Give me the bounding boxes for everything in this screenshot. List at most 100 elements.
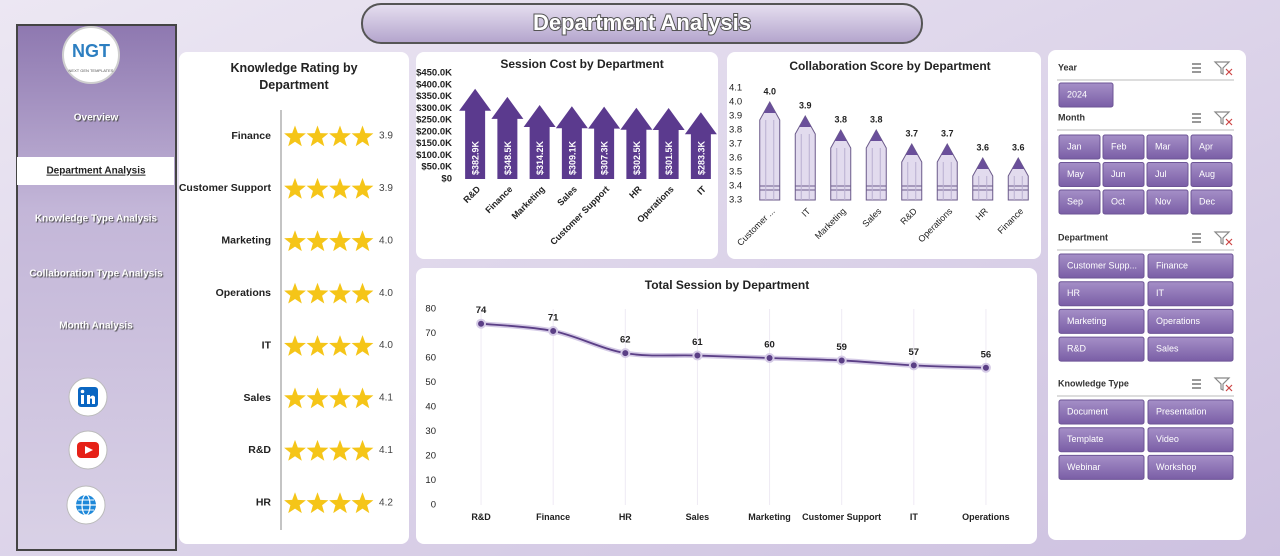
clear-filter-icon[interactable] [1213, 111, 1233, 126]
slicer-button[interactable] [1058, 336, 1145, 362]
y-tick-label: 3.3 [729, 195, 742, 206]
slicer-button[interactable] [1058, 308, 1145, 334]
slicer-button[interactable] [1190, 134, 1233, 160]
logo [62, 26, 120, 84]
slicer-button[interactable] [1058, 189, 1101, 215]
text-box: Finance [536, 512, 571, 522]
slicer-button-label[interactable]: Workshop [1156, 462, 1196, 472]
slicer-button-label[interactable]: Operations [1156, 316, 1201, 326]
value-label: 60 [764, 340, 775, 351]
y-tick-label: 30 [425, 426, 436, 437]
slicer-button[interactable] [1146, 189, 1189, 215]
slicer-button[interactable] [1190, 189, 1233, 215]
slicer-button-label[interactable]: Presentation [1156, 406, 1207, 416]
pencil-bar [865, 128, 887, 201]
slicer-button[interactable] [1102, 189, 1145, 215]
x-tick-label: Finance [536, 512, 571, 522]
slicer-button[interactable] [1102, 162, 1145, 187]
pencil-body [865, 128, 887, 201]
clear-filter-icon[interactable] [1213, 61, 1233, 76]
slicer-button[interactable] [1147, 454, 1234, 480]
slicer-button[interactable] [1058, 281, 1145, 307]
nav-item[interactable]: Collaboration Type Analysis [29, 269, 163, 280]
linkedin-icon[interactable] [68, 377, 108, 417]
slicer-button-label[interactable]: Finance [1156, 260, 1188, 270]
slicer-button[interactable] [1058, 162, 1101, 187]
slicer-button[interactable] [1146, 134, 1189, 160]
slicer-button-label[interactable]: Nov [1155, 196, 1172, 206]
star [329, 125, 351, 147]
slicer-button[interactable] [1190, 162, 1233, 187]
y-tick-label: 80 [425, 304, 436, 315]
point [980, 362, 991, 373]
slicer-button[interactable] [1102, 134, 1145, 160]
slicer-button-label[interactable]: Mar [1155, 141, 1171, 151]
pencil-tip [905, 144, 918, 155]
multi-select-icon[interactable] [1192, 63, 1201, 73]
slicer-button-label[interactable]: Sep [1067, 196, 1083, 206]
slicer-button-label[interactable]: HR [1067, 288, 1080, 298]
nav-item[interactable]: Overview [74, 113, 119, 124]
star [329, 335, 351, 356]
slicer-button[interactable] [1058, 454, 1145, 480]
web-icon[interactable] [66, 485, 106, 525]
panel [416, 268, 1037, 544]
slicer-button[interactable] [1058, 253, 1145, 279]
star [351, 177, 374, 199]
point [764, 353, 775, 363]
sidebar [16, 24, 177, 551]
slicer-button-label[interactable]: Video [1156, 434, 1179, 444]
slicer-button[interactable] [1058, 82, 1114, 108]
multi-select-icon[interactable] [1192, 113, 1201, 123]
slicer-button-label[interactable]: Webinar [1067, 462, 1100, 472]
slicer-button-label[interactable]: R&D [1067, 343, 1087, 353]
value-label: 62 [620, 335, 631, 346]
star [306, 439, 329, 461]
slicer-button-label[interactable]: Apr [1199, 141, 1213, 151]
slicer-button-label[interactable]: Customer Supp... [1067, 260, 1137, 270]
point [548, 326, 559, 337]
nav-item[interactable]: Month Analysis [59, 321, 133, 332]
star [284, 492, 306, 514]
slicer-button[interactable] [1147, 399, 1234, 425]
slicer-button-label[interactable]: Aug [1199, 169, 1215, 179]
star [351, 282, 374, 304]
slicer-button-label[interactable]: Sales [1156, 343, 1179, 353]
slicer-button[interactable] [1147, 253, 1234, 279]
slicer-button[interactable] [1058, 427, 1145, 453]
slicer-button[interactable] [1147, 308, 1234, 334]
slicer-button-label[interactable]: IT [1156, 288, 1165, 298]
chart-title: Total Session by Department [645, 278, 809, 292]
pencil-bar [901, 142, 923, 201]
slicer-button-label[interactable]: Jan [1067, 141, 1082, 151]
slicer-button-label[interactable]: Feb [1111, 141, 1127, 151]
clear-filter-icon[interactable] [1213, 231, 1233, 246]
clear-filter-icon[interactable] [1213, 377, 1233, 392]
slicer-button[interactable] [1147, 427, 1234, 453]
slicer-button[interactable] [1147, 281, 1234, 307]
slicer-button-label[interactable]: Document [1067, 406, 1109, 416]
star [306, 282, 329, 304]
point [908, 360, 919, 371]
slicer-button[interactable] [1058, 399, 1145, 425]
slicer-button-label[interactable]: Dec [1199, 196, 1216, 206]
slicer-button[interactable] [1147, 336, 1234, 362]
multi-select-icon[interactable] [1192, 233, 1201, 243]
slicer-title: Department [1058, 232, 1108, 242]
slicer-button[interactable] [1146, 162, 1189, 187]
multi-select-icon[interactable] [1192, 379, 1201, 389]
slicer-button-label[interactable]: Jul [1155, 169, 1167, 179]
slicer-button-label[interactable]: Template [1067, 434, 1104, 444]
slicer-button-label[interactable]: Marketing [1067, 316, 1107, 326]
nav-item[interactable]: Knowledge Type Analysis [35, 214, 158, 225]
icon-x [1225, 68, 1233, 76]
youtube-icon[interactable] [68, 430, 108, 470]
star [329, 282, 351, 304]
slicer-button-label[interactable]: Jun [1111, 169, 1126, 179]
slicer-button-label[interactable]: Oct [1111, 196, 1126, 206]
slicer-button-label[interactable]: 2024 [1067, 89, 1087, 99]
slicer-button[interactable] [1058, 134, 1101, 160]
nav-item[interactable]: Department Analysis [46, 166, 146, 177]
arrow-bar [523, 104, 556, 179]
slicer-button-label[interactable]: May [1067, 169, 1085, 179]
